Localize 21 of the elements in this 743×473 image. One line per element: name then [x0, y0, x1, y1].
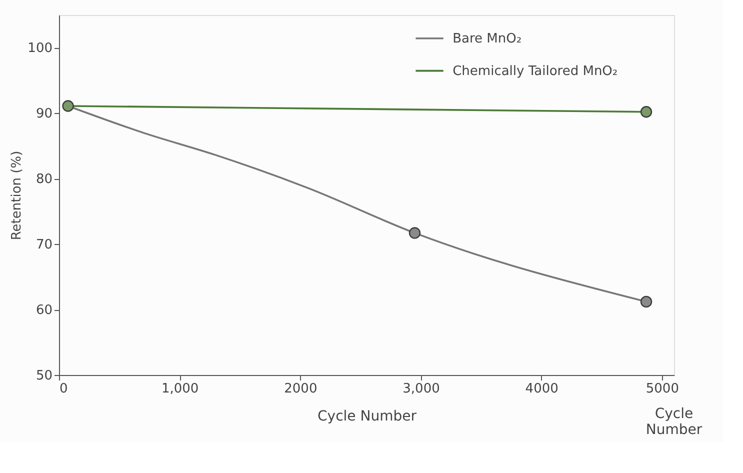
x-tick-label: 0	[60, 382, 68, 396]
point	[640, 296, 652, 308]
legend-label: Bare MnO₂	[452, 31, 522, 46]
y-axis-title: Retention (%)	[10, 150, 25, 240]
x-tick-label: 5000	[646, 382, 679, 396]
y-tick-label: 60	[36, 303, 52, 318]
point	[408, 227, 421, 239]
text: Cycle Number	[646, 406, 702, 438]
legend-label: Chemically Tailored MnO₂	[452, 64, 618, 79]
y-tick-label: 100	[28, 41, 52, 56]
y-tick-label: 80	[36, 172, 52, 188]
x-tick-label: 3,000	[402, 382, 440, 396]
x-tick-label: 1,000	[161, 382, 199, 396]
x-axis-title: Cycle Number	[318, 408, 417, 424]
point	[640, 106, 652, 118]
y-tick-label: 90	[36, 106, 52, 122]
y-tick-label: 50	[36, 368, 52, 384]
y-tick-label: 70	[36, 238, 52, 253]
x-tick-label: 4000	[525, 382, 558, 396]
point	[62, 100, 74, 112]
x-tick-label: 2000	[284, 382, 318, 396]
